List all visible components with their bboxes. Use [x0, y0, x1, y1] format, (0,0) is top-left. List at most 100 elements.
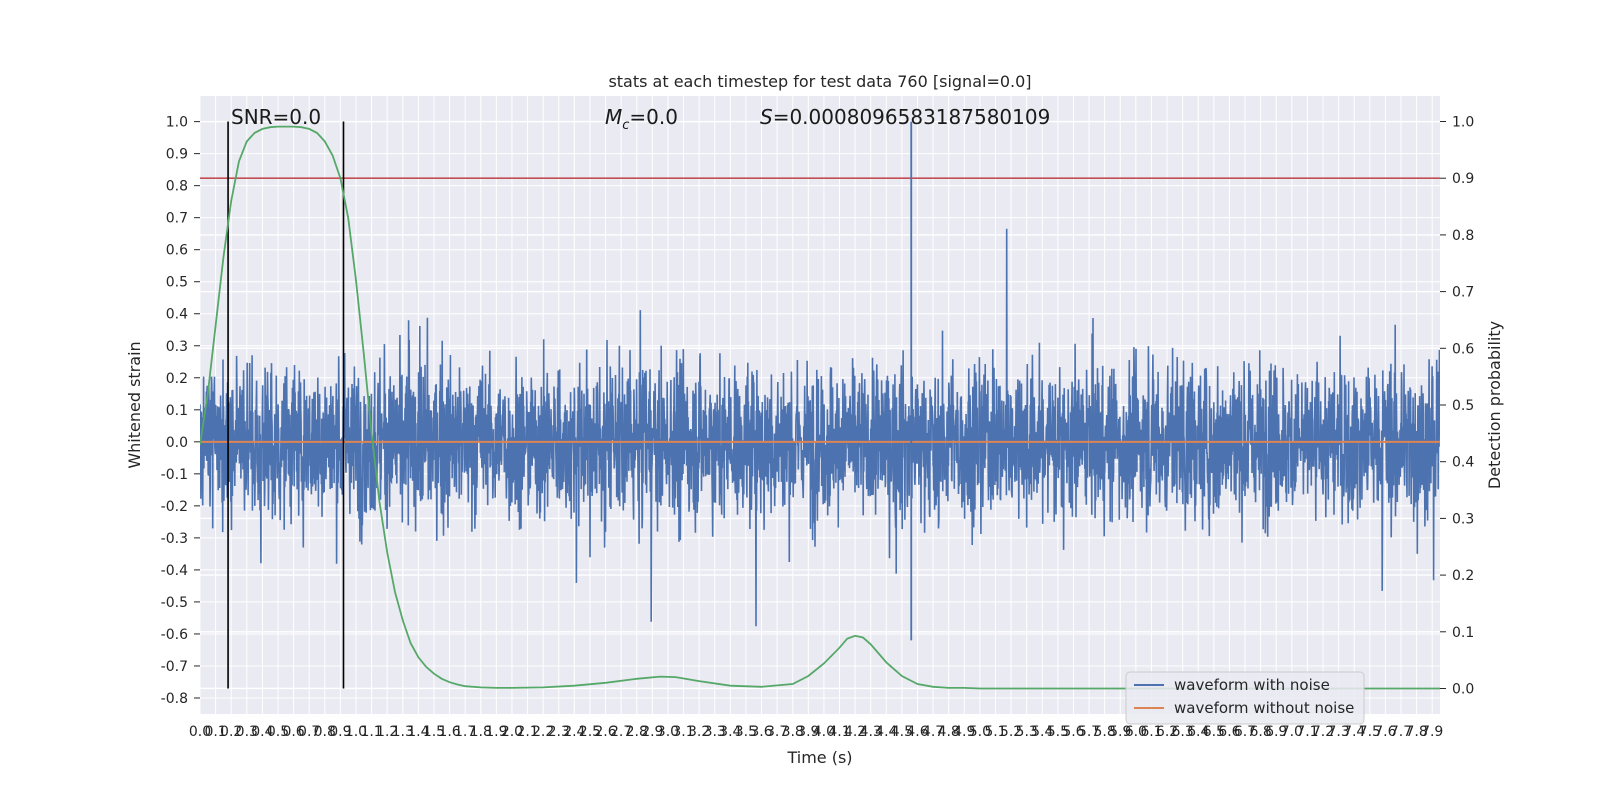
- y-tick-label: -0.8: [161, 691, 188, 707]
- x-tick-label: 1.4: [407, 724, 429, 740]
- chart-title: stats at each timestep for test data 760…: [608, 72, 1031, 91]
- x-tick-label: 0.2: [220, 724, 242, 740]
- x-tick-label: 7.0: [1281, 724, 1303, 740]
- x-tick-label: 4.7: [922, 724, 944, 740]
- x-tick-label: 6.7: [1234, 724, 1256, 740]
- y2-axis-label: Detection probability: [1485, 321, 1504, 489]
- x-tick-label: 4.9: [953, 724, 975, 740]
- x-tick-label: 6.5: [1203, 724, 1225, 740]
- x-tick-label: 5.6: [1062, 724, 1084, 740]
- chirp-mass-annotation: Mc=0.0: [605, 105, 678, 133]
- x-tick-label: 6.2: [1156, 724, 1178, 740]
- mc-value: =0.0: [629, 105, 678, 129]
- x-tick-label: 3.7: [766, 724, 788, 740]
- x-tick-label: 1.1: [360, 724, 382, 740]
- x-tick-label: 4.5: [891, 724, 913, 740]
- y2-tick-label: 0.2: [1452, 568, 1474, 584]
- x-axis-label: Time (s): [786, 748, 852, 767]
- x-tick-label: 2.0: [501, 724, 523, 740]
- x-tick-label: 1.6: [438, 724, 460, 740]
- series-waveform-with-noise: [200, 228, 1440, 627]
- y2-tick-label: 0.1: [1452, 625, 1474, 641]
- x-tick-label: 4.0: [813, 724, 835, 740]
- x-tick-label: 6.6: [1218, 724, 1240, 740]
- x-tick-label: 7.7: [1390, 724, 1412, 740]
- x-tick-label: 5.0: [969, 724, 991, 740]
- legend: waveform with noise waveform without noi…: [1125, 671, 1365, 725]
- x-tick-label: 0.0: [189, 724, 211, 740]
- x-tick-label: 5.3: [1016, 724, 1038, 740]
- x-tick-label: 3.1: [672, 724, 694, 740]
- legend-box: [1125, 671, 1365, 725]
- x-tick-label: 7.3: [1327, 724, 1349, 740]
- x-tick-label: 7.6: [1374, 724, 1396, 740]
- x-tick-label: 2.5: [579, 724, 601, 740]
- y-tick-label: -0.2: [161, 499, 188, 515]
- y-tick-label: 0.2: [166, 371, 188, 387]
- x-tick-label: 0.1: [204, 724, 226, 740]
- mc-symbol: M: [605, 105, 622, 129]
- x-tick-label: 2.3: [548, 724, 570, 740]
- x-tick-label: 3.4: [719, 724, 741, 740]
- x-tick-label: 7.1: [1296, 724, 1318, 740]
- s-value: =0.0008096583187580109: [773, 105, 1051, 129]
- y-tick-label: 0.0: [166, 435, 188, 451]
- x-tick-label: 3.6: [750, 724, 772, 740]
- y-tick-label: -0.6: [161, 627, 188, 643]
- x-tick-label: 4.1: [828, 724, 850, 740]
- x-tick-label: 3.8: [782, 724, 804, 740]
- x-tick-label: 0.5: [267, 724, 289, 740]
- x-tick-label: 3.9: [797, 724, 819, 740]
- y-tick-label: -0.4: [161, 563, 188, 579]
- y-axis-label: Whitened strain: [125, 341, 144, 468]
- x-tick-label: 2.8: [626, 724, 648, 740]
- y-tick-label: -0.7: [161, 659, 188, 675]
- x-tick-label: 4.3: [860, 724, 882, 740]
- y2-tick-label: 0.8: [1452, 228, 1474, 244]
- x-tick-label: 7.4: [1343, 724, 1365, 740]
- x-tick-label: 5.8: [1094, 724, 1116, 740]
- legend-label-noise: waveform with noise: [1174, 676, 1330, 694]
- x-tick-label: 0.7: [298, 724, 320, 740]
- y-tick-label: -0.1: [161, 467, 188, 483]
- x-tick-label: 2.7: [610, 724, 632, 740]
- x-tick-label: 1.7: [454, 724, 476, 740]
- x-tick-label: 0.4: [251, 724, 273, 740]
- y2-tick-label: 0.4: [1452, 455, 1474, 471]
- y-tick-label: -0.5: [161, 595, 188, 611]
- x-tick-label: 4.8: [938, 724, 960, 740]
- x-tick-label: 6.0: [1125, 724, 1147, 740]
- x-tick-label: 3.3: [704, 724, 726, 740]
- y-tick-label: 0.4: [166, 307, 188, 323]
- y2-tick-label: 1.0: [1452, 115, 1474, 131]
- x-tick-label: 1.0: [345, 724, 367, 740]
- x-tick-label: 4.2: [844, 724, 866, 740]
- y-tick-label: 0.1: [166, 403, 188, 419]
- x-tick-label: 1.8: [470, 724, 492, 740]
- x-tick-label: 2.2: [532, 724, 554, 740]
- x-axis-ticks: 0.00.10.20.30.40.50.60.70.80.91.01.11.21…: [189, 724, 1443, 740]
- y-tick-label: -0.3: [161, 531, 188, 547]
- legend-label-clean: waveform without noise: [1174, 699, 1354, 717]
- x-tick-label: 0.8: [314, 724, 336, 740]
- y-tick-label: 0.3: [166, 339, 188, 355]
- x-tick-label: 3.5: [735, 724, 757, 740]
- y2-tick-label: 0.3: [1452, 511, 1474, 527]
- y2-tick-label: 0.9: [1452, 171, 1474, 187]
- x-tick-label: 3.2: [688, 724, 710, 740]
- x-tick-label: 0.3: [236, 724, 258, 740]
- x-tick-label: 6.3: [1172, 724, 1194, 740]
- x-tick-label: 2.1: [516, 724, 538, 740]
- x-tick-label: 0.9: [329, 724, 351, 740]
- x-tick-label: 7.5: [1359, 724, 1381, 740]
- x-tick-label: 2.9: [641, 724, 663, 740]
- y2-tick-label: 0.5: [1452, 398, 1474, 414]
- x-tick-label: 0.6: [282, 724, 304, 740]
- s-annotation: S=0.0008096583187580109: [760, 105, 1050, 129]
- x-tick-label: 1.3: [392, 724, 414, 740]
- x-tick-label: 6.4: [1187, 724, 1209, 740]
- x-tick-label: 6.9: [1265, 724, 1287, 740]
- mc-subscript: c: [622, 118, 629, 133]
- y2-tick-label: 0.6: [1452, 341, 1474, 357]
- x-tick-label: 5.5: [1047, 724, 1069, 740]
